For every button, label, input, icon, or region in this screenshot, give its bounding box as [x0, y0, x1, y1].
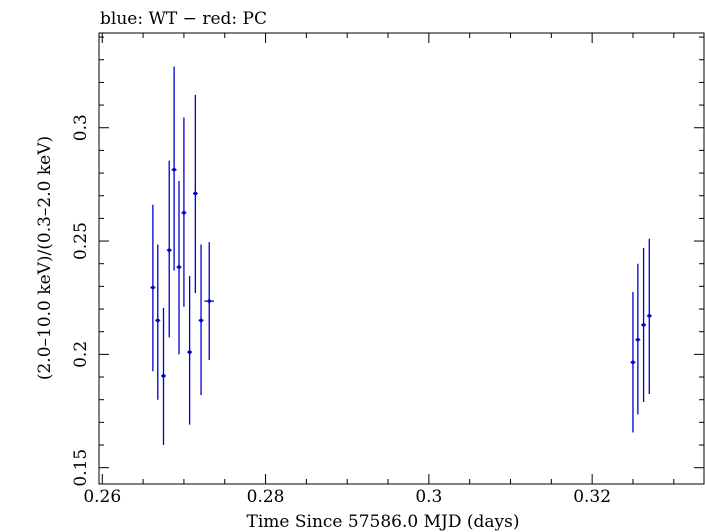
point-marker: [177, 265, 181, 269]
data-point: [635, 263, 641, 415]
data-point: [166, 160, 172, 338]
data-point: [646, 238, 652, 395]
point-marker: [172, 167, 176, 172]
x-tick-label: 0.32: [573, 487, 611, 507]
data-point: [187, 276, 193, 425]
x-tick-label: 0.28: [247, 487, 285, 507]
y-axis-ticks: 0.15 0.2 0.25 0.3: [71, 36, 704, 487]
data-point: [181, 117, 187, 307]
point-marker: [193, 191, 198, 196]
x-tick-label: 0.26: [83, 487, 121, 507]
chart-title: blue: WT − red: PC: [100, 9, 267, 29]
point-marker: [182, 210, 186, 215]
data-point: [171, 66, 177, 271]
point-marker: [161, 374, 166, 378]
data-point: [161, 307, 166, 446]
y-axis-label: (2.0–10.0 keV)/(0.3–2.0 keV): [35, 136, 55, 380]
data-point: [641, 247, 647, 402]
point-marker: [167, 248, 172, 252]
data-points: [150, 66, 652, 446]
plot-frame: [98, 32, 705, 485]
y-tick-label: 0.15: [71, 449, 91, 487]
point-marker: [641, 323, 646, 327]
data-point: [630, 292, 636, 433]
y-tick-label: 0.25: [71, 222, 91, 260]
data-point: [176, 180, 182, 355]
data-point: [150, 204, 156, 372]
data-point: [204, 242, 215, 361]
point-marker: [631, 360, 635, 365]
point-marker: [155, 318, 160, 323]
point-marker: [636, 337, 640, 342]
data-point: [198, 244, 204, 396]
data-point: [155, 244, 161, 400]
x-axis-label: Time Since 57586.0 MJD (days): [247, 512, 520, 532]
point-marker: [647, 314, 652, 318]
y-tick-label: 0.2: [71, 341, 91, 368]
point-marker: [187, 350, 192, 354]
x-axis-ticks: 0.26 0.28 0.3 0.32: [83, 33, 675, 507]
point-marker: [151, 285, 155, 290]
point-marker: [207, 299, 212, 303]
point-marker: [199, 318, 203, 323]
data-point: [192, 94, 198, 294]
x-tick-label: 0.3: [415, 487, 442, 507]
y-tick-label: 0.3: [71, 114, 91, 141]
